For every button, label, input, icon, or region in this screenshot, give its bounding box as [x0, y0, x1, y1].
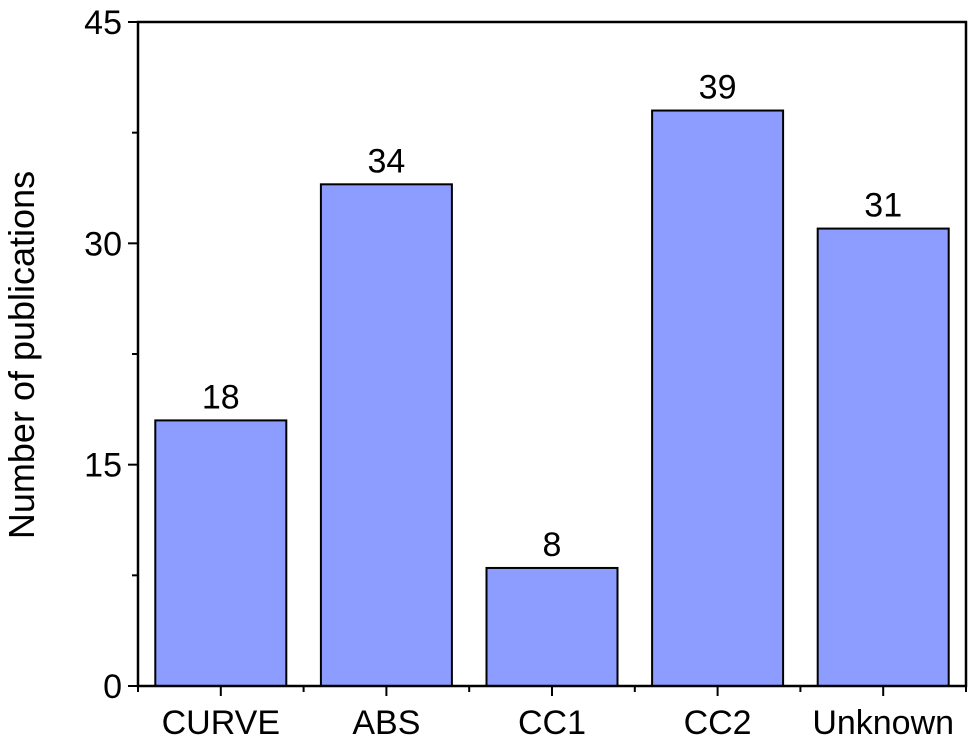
data-label-cc1: 8: [543, 526, 562, 564]
y-tick-label-15: 15: [84, 447, 122, 485]
data-label-unknown: 31: [864, 187, 902, 225]
bar-unknown: [816, 227, 950, 687]
bar-curve: [154, 419, 288, 687]
data-label-curve: 18: [202, 378, 240, 416]
data-label-cc2: 39: [699, 69, 737, 107]
bars-layer: [154, 109, 950, 688]
y-tick-label-0: 0: [103, 668, 122, 706]
y-axis-title: Number of publications: [1, 171, 42, 539]
x-tick-label-abs: ABS: [352, 704, 420, 742]
x-tick-label-unknown: Unknown: [812, 704, 954, 742]
x-tick-label-curve: CURVE: [162, 704, 280, 742]
axes-layer: CURVE ABS CC1 CC2 Unknown 0 15 30 45: [84, 4, 968, 742]
bar-cc1: [485, 566, 619, 688]
data-label-abs: 34: [367, 142, 405, 180]
x-tick-label-cc1: CC1: [518, 704, 586, 742]
y-tick-label-30: 30: [84, 225, 122, 263]
y-tick-label-45: 45: [84, 4, 122, 42]
bar-cc2: [651, 109, 785, 688]
data-labels-layer: 18 34 8 39 31: [202, 69, 902, 564]
x-tick-label-cc2: CC2: [684, 704, 752, 742]
plot-frame: [136, 20, 968, 688]
bar-abs: [319, 183, 453, 688]
